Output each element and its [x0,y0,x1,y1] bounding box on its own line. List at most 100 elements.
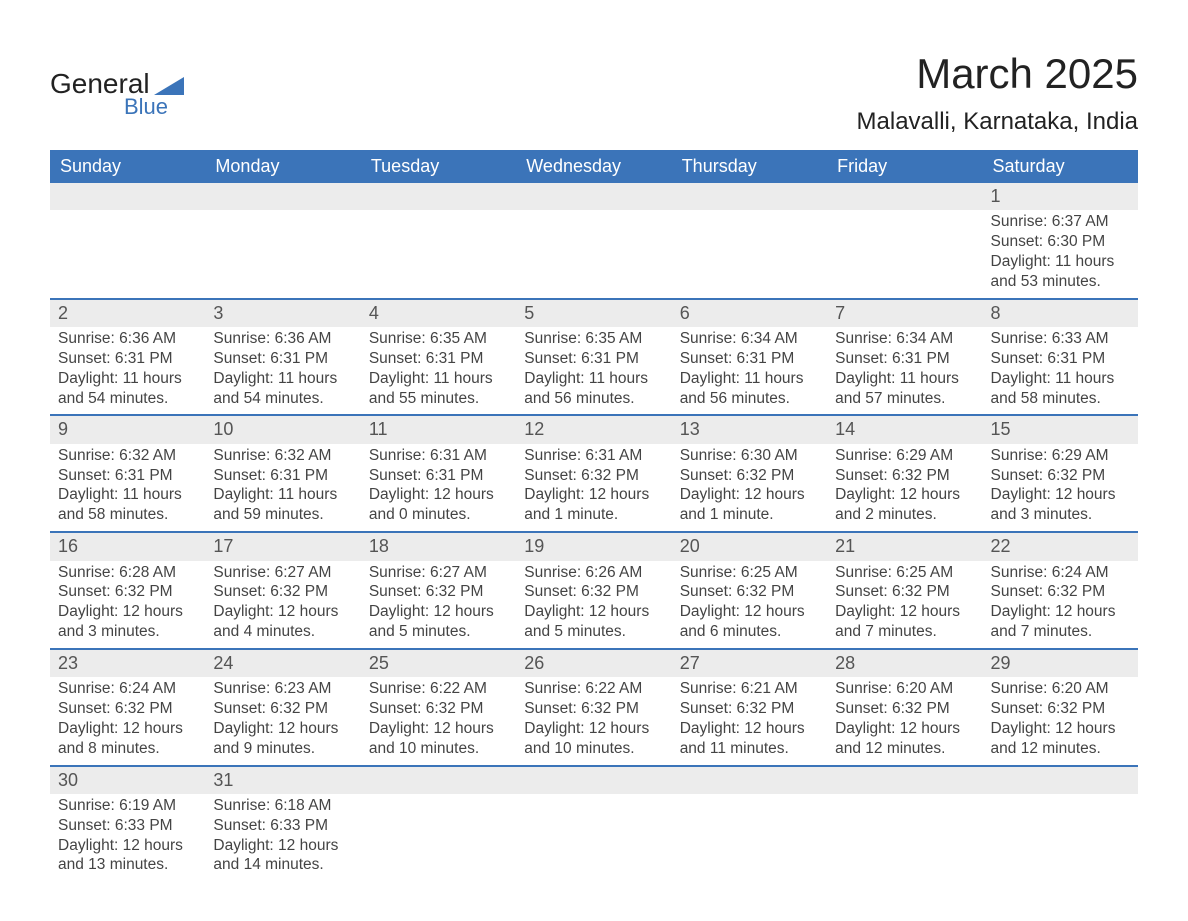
day-number-band [983,767,1138,794]
week-row: 2Sunrise: 6:36 AMSunset: 6:31 PMDaylight… [50,298,1138,415]
week-row: 9Sunrise: 6:32 AMSunset: 6:31 PMDaylight… [50,414,1138,531]
day-number-band: 11 [361,416,516,443]
location: Malavalli, Karnataka, India [857,108,1138,136]
day-body: Sunrise: 6:25 AMSunset: 6:32 PMDaylight:… [672,561,827,648]
day-cell: 20Sunrise: 6:25 AMSunset: 6:32 PMDayligh… [672,531,827,648]
day-number-band: 13 [672,416,827,443]
day-number-band [50,183,205,210]
day-body: Sunrise: 6:23 AMSunset: 6:32 PMDaylight:… [205,677,360,764]
sunrise-line: Sunrise: 6:34 AM [680,329,819,349]
day-body [361,794,516,874]
daylight-line: Daylight: 11 hours and 55 minutes. [369,369,508,409]
day-body [361,210,516,290]
week-row: 16Sunrise: 6:28 AMSunset: 6:32 PMDayligh… [50,531,1138,648]
day-number-band: 8 [983,300,1138,327]
day-number-band: 22 [983,533,1138,560]
day-number-band: 18 [361,533,516,560]
day-body: Sunrise: 6:35 AMSunset: 6:31 PMDaylight:… [361,327,516,414]
day-cell: 21Sunrise: 6:25 AMSunset: 6:32 PMDayligh… [827,531,982,648]
daylight-line: Daylight: 12 hours and 1 minute. [680,485,819,525]
sunset-line: Sunset: 6:31 PM [58,349,197,369]
sunset-line: Sunset: 6:32 PM [58,699,197,719]
day-of-week-header: Monday [205,150,360,183]
daylight-line: Daylight: 12 hours and 3 minutes. [991,485,1130,525]
day-body: Sunrise: 6:20 AMSunset: 6:32 PMDaylight:… [983,677,1138,764]
day-number-band: 14 [827,416,982,443]
sunset-line: Sunset: 6:32 PM [991,699,1130,719]
sunset-line: Sunset: 6:32 PM [835,582,974,602]
day-body [672,794,827,874]
daylight-line: Daylight: 12 hours and 0 minutes. [369,485,508,525]
daylight-line: Daylight: 12 hours and 8 minutes. [58,719,197,759]
day-cell [516,183,671,298]
sunset-line: Sunset: 6:32 PM [524,582,663,602]
header: General Blue March 2025 Malavalli, Karna… [50,50,1138,136]
day-body [516,794,671,874]
day-body: Sunrise: 6:29 AMSunset: 6:32 PMDaylight:… [827,444,982,531]
sunrise-line: Sunrise: 6:26 AM [524,563,663,583]
sunrise-line: Sunrise: 6:35 AM [524,329,663,349]
day-cell: 31Sunrise: 6:18 AMSunset: 6:33 PMDayligh… [205,765,360,882]
sunrise-line: Sunrise: 6:25 AM [680,563,819,583]
day-number-band: 10 [205,416,360,443]
sunset-line: Sunset: 6:32 PM [835,699,974,719]
daylight-line: Daylight: 11 hours and 56 minutes. [680,369,819,409]
daylight-line: Daylight: 11 hours and 53 minutes. [991,252,1130,292]
sunset-line: Sunset: 6:32 PM [680,699,819,719]
daylight-line: Daylight: 12 hours and 2 minutes. [835,485,974,525]
day-body: Sunrise: 6:32 AMSunset: 6:31 PMDaylight:… [50,444,205,531]
day-body: Sunrise: 6:36 AMSunset: 6:31 PMDaylight:… [205,327,360,414]
sunset-line: Sunset: 6:32 PM [680,582,819,602]
sunrise-line: Sunrise: 6:29 AM [991,446,1130,466]
sunset-line: Sunset: 6:32 PM [524,466,663,486]
day-cell: 22Sunrise: 6:24 AMSunset: 6:32 PMDayligh… [983,531,1138,648]
day-cell: 28Sunrise: 6:20 AMSunset: 6:32 PMDayligh… [827,648,982,765]
day-cell [827,765,982,882]
day-cell: 11Sunrise: 6:31 AMSunset: 6:31 PMDayligh… [361,414,516,531]
day-cell: 29Sunrise: 6:20 AMSunset: 6:32 PMDayligh… [983,648,1138,765]
sunset-line: Sunset: 6:32 PM [369,699,508,719]
day-cell: 9Sunrise: 6:32 AMSunset: 6:31 PMDaylight… [50,414,205,531]
daylight-line: Daylight: 12 hours and 5 minutes. [524,602,663,642]
sunset-line: Sunset: 6:33 PM [58,816,197,836]
sunrise-line: Sunrise: 6:32 AM [213,446,352,466]
day-body: Sunrise: 6:22 AMSunset: 6:32 PMDaylight:… [361,677,516,764]
sunrise-line: Sunrise: 6:27 AM [213,563,352,583]
day-cell: 24Sunrise: 6:23 AMSunset: 6:32 PMDayligh… [205,648,360,765]
day-number-band: 25 [361,650,516,677]
day-number-band: 3 [205,300,360,327]
sunrise-line: Sunrise: 6:24 AM [58,679,197,699]
daylight-line: Daylight: 12 hours and 3 minutes. [58,602,197,642]
day-cell [516,765,671,882]
day-cell: 23Sunrise: 6:24 AMSunset: 6:32 PMDayligh… [50,648,205,765]
day-body: Sunrise: 6:31 AMSunset: 6:32 PMDaylight:… [516,444,671,531]
day-body: Sunrise: 6:19 AMSunset: 6:33 PMDaylight:… [50,794,205,881]
day-number-band [827,767,982,794]
day-cell [361,183,516,298]
day-body: Sunrise: 6:24 AMSunset: 6:32 PMDaylight:… [50,677,205,764]
day-body: Sunrise: 6:34 AMSunset: 6:31 PMDaylight:… [672,327,827,414]
day-body: Sunrise: 6:27 AMSunset: 6:32 PMDaylight:… [361,561,516,648]
day-cell [983,765,1138,882]
day-number-band: 19 [516,533,671,560]
daylight-line: Daylight: 12 hours and 4 minutes. [213,602,352,642]
daylight-line: Daylight: 12 hours and 6 minutes. [680,602,819,642]
day-number-band: 31 [205,767,360,794]
week-row: 23Sunrise: 6:24 AMSunset: 6:32 PMDayligh… [50,648,1138,765]
day-number-band: 30 [50,767,205,794]
day-body: Sunrise: 6:35 AMSunset: 6:31 PMDaylight:… [516,327,671,414]
sunrise-line: Sunrise: 6:21 AM [680,679,819,699]
sunrise-line: Sunrise: 6:29 AM [835,446,974,466]
day-of-week-header: Friday [827,150,982,183]
sunset-line: Sunset: 6:32 PM [991,466,1130,486]
day-of-week-header: Thursday [672,150,827,183]
day-body: Sunrise: 6:29 AMSunset: 6:32 PMDaylight:… [983,444,1138,531]
day-number-band: 24 [205,650,360,677]
sunset-line: Sunset: 6:31 PM [835,349,974,369]
sunset-line: Sunset: 6:32 PM [58,582,197,602]
day-number-band [672,183,827,210]
sunrise-line: Sunrise: 6:30 AM [680,446,819,466]
day-body [50,210,205,290]
sunset-line: Sunset: 6:31 PM [680,349,819,369]
sunrise-line: Sunrise: 6:35 AM [369,329,508,349]
